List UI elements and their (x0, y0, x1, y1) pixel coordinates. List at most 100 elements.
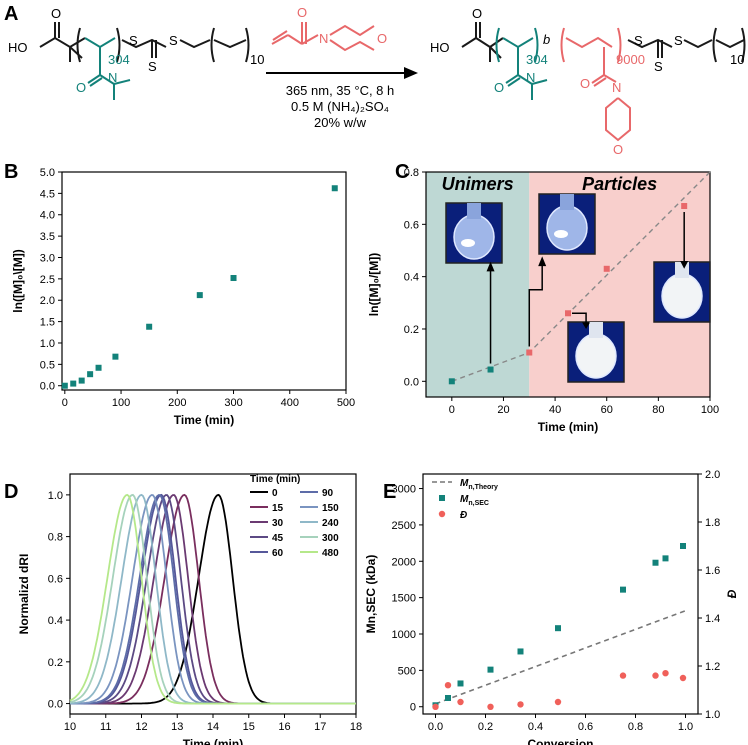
x-tick-label: 0.2 (478, 721, 493, 733)
x-tick-label: 12 (135, 721, 147, 733)
stir-bar (554, 230, 568, 238)
arrowhead (582, 322, 591, 329)
arrow-45 (572, 312, 587, 327)
y-tick-label: 0.8 (48, 532, 63, 544)
chart-d-sec-traces: 10 11 12 13 14 15 16 17 18 0.0 0.2 0.4 0.6 0.8 1.0 Time… (17, 473, 362, 745)
arrow-30 (528, 260, 543, 347)
y2-tick-label: 1.8 (705, 517, 720, 529)
y-tick-label: 0.4 (48, 615, 63, 627)
data-point-square (78, 377, 85, 384)
atom-o: O (76, 80, 86, 95)
panel-label-c: C (395, 161, 409, 183)
legend-label: 300 (322, 533, 339, 544)
atom-n: N (108, 70, 117, 85)
vial-flask (661, 273, 703, 319)
data-point-square (487, 366, 494, 373)
y-tick-label: 4.0 (40, 210, 55, 222)
atom-o: O (377, 31, 387, 46)
x-tick-label: 200 (168, 397, 186, 409)
atom-o: O (580, 76, 590, 91)
x-tick-label: 100 (701, 404, 719, 416)
y-axis-label: ln([M]₀\[M]) (11, 249, 25, 312)
atom-ho: HO (8, 40, 28, 55)
legend-label: 15 (272, 503, 284, 514)
atom-n: N (526, 70, 535, 85)
x-tick-label: 300 (224, 397, 242, 409)
atom-s: S (674, 33, 683, 48)
y-tick-label: 1500 (392, 593, 416, 605)
atom-ho: HO (430, 40, 450, 55)
x-tick-label: 10 (64, 721, 76, 733)
legend-swatch (439, 495, 445, 501)
trace-15min (70, 493, 356, 705)
block-copolymer-structure (461, 22, 746, 142)
data-point-square (526, 349, 533, 356)
legend-label: 0 (272, 488, 278, 499)
legend-label-subscript: n,Theory (468, 484, 498, 491)
legend: Mn,Theory Mn,SEC Đ (432, 478, 498, 521)
y-tick-label: 0.2 (404, 324, 419, 336)
y2-tick-label: 1.0 (705, 709, 720, 721)
panel-label-b: B (4, 161, 18, 183)
vial-photo-30min (538, 193, 596, 255)
dispersity-point (619, 672, 627, 679)
legend-label: Đ (460, 510, 467, 521)
x-tick-label: 18 (350, 721, 362, 733)
y-tick-label: 0.0 (404, 376, 419, 388)
atom-n: N (612, 80, 621, 95)
mn-sec-point (517, 648, 524, 655)
atom-o: O (494, 80, 504, 95)
data-point-square (87, 371, 94, 378)
data-point-square (196, 292, 203, 299)
x-axis-label: Time (min) (174, 413, 234, 427)
region-label: Particles (582, 174, 657, 194)
y-axis-label: Mn,SEC (kDa) (364, 555, 378, 634)
data-point-square (448, 378, 455, 385)
vial-photo-90min (653, 261, 711, 323)
subscript-dp: 304 (526, 52, 548, 67)
y2-tick-label: 1.4 (705, 613, 720, 625)
y-tick-label: 0.2 (48, 657, 63, 669)
y-tick-label: 1.0 (40, 338, 55, 350)
dispersity-point (652, 672, 659, 679)
data-point-square (230, 275, 237, 282)
theory-line (435, 609, 686, 705)
y-tick-label: 3.5 (40, 231, 55, 243)
mn-sec-point (620, 586, 626, 593)
x-tick-label: 15 (243, 721, 255, 733)
dispersity-point (487, 703, 494, 710)
vial-flask (453, 214, 495, 260)
atom-o: O (472, 6, 482, 21)
macro-cta-structure (39, 22, 250, 100)
legend-label: Mn,SEC (460, 494, 489, 507)
trace-480min (69, 493, 356, 705)
y-tick-label: 0 (410, 702, 416, 714)
legend-label: 240 (322, 518, 339, 529)
arrowhead (486, 261, 495, 272)
mn-sec-point (680, 543, 686, 549)
mn-sec-point (457, 680, 464, 687)
x-tick-label: 20 (497, 404, 509, 416)
y-axis-label: ln([M]₀/[M]) (367, 253, 381, 316)
data-point-square (61, 382, 68, 389)
legend-label: 90 (322, 488, 334, 499)
x-tick-label: 0.0 (428, 721, 443, 733)
y-tick-label: 3.0 (40, 252, 55, 264)
y2-tick-label: 2.0 (705, 469, 720, 481)
mn-sec-point (487, 666, 494, 673)
data-point-square (70, 380, 77, 387)
legend-title: Time (min) (250, 474, 300, 485)
y2-axis-label: Đ (725, 589, 739, 598)
vial-neck (589, 322, 603, 338)
mn-sec-point (652, 559, 659, 566)
mn-sec-point (445, 695, 451, 701)
data-point-square (603, 265, 610, 272)
panel-label-e: E (383, 481, 396, 503)
legend-label: 30 (272, 518, 284, 529)
legend-label: 480 (322, 548, 339, 559)
x-tick-label: 0.4 (528, 721, 543, 733)
dispersity-point (662, 670, 669, 677)
dispersity-point (679, 674, 687, 682)
y-tick-label: 4.5 (40, 188, 55, 200)
